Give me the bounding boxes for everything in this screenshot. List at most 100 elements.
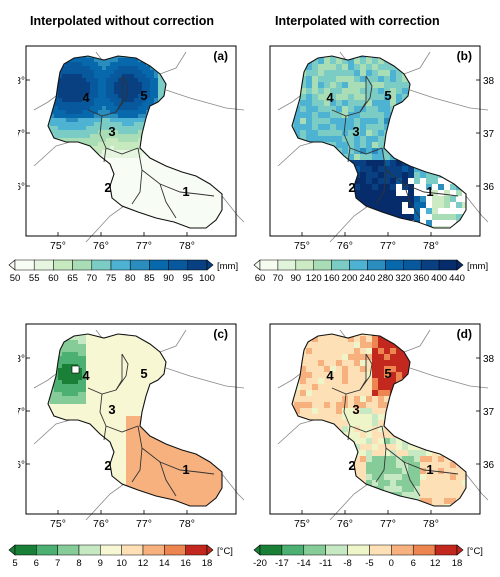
grid-cell	[142, 356, 147, 361]
grid-cell	[102, 380, 107, 385]
grid-cell	[78, 336, 83, 341]
grid-cell	[134, 114, 139, 119]
grid-cell	[318, 94, 325, 101]
grid-cell	[62, 376, 67, 381]
grid-cell	[38, 336, 43, 341]
grid-cell	[66, 56, 71, 59]
grid-cell	[146, 356, 151, 361]
grid-cell	[50, 214, 55, 219]
grid-cell	[154, 360, 159, 365]
grid-cell	[98, 162, 103, 167]
grid-cell	[48, 90, 51, 95]
grid-cell	[312, 76, 319, 83]
grid-cell	[450, 202, 457, 209]
grid-cell	[206, 348, 211, 353]
grid-cell	[154, 210, 159, 215]
grid-cell	[142, 70, 147, 75]
grid-cell	[146, 66, 151, 71]
grid-cell	[38, 146, 43, 151]
grid-cell	[198, 380, 203, 385]
grid-cell	[276, 178, 283, 185]
grid-cell	[190, 388, 195, 393]
grid-cell	[34, 324, 39, 329]
lat-tick-label: 36°	[18, 182, 25, 193]
grid-cell	[202, 392, 207, 397]
grid-cell	[330, 202, 337, 209]
grid-cell	[122, 190, 127, 195]
grid-cell	[210, 142, 215, 147]
grid-cell	[114, 404, 119, 409]
grid-cell	[138, 56, 143, 59]
grid-cell	[118, 82, 123, 87]
grid-cell	[198, 154, 203, 159]
grid-cell	[462, 172, 466, 179]
grid-cell	[150, 114, 155, 119]
grid-cell	[166, 134, 171, 139]
grid-cell	[206, 162, 211, 167]
grid-cell	[130, 388, 135, 393]
grid-cell	[154, 174, 159, 179]
grid-cell	[230, 146, 235, 151]
grid-cell	[70, 46, 75, 51]
grid-cell	[214, 138, 219, 143]
grid-cell	[66, 122, 71, 127]
grid-cell	[34, 388, 39, 393]
grid-cell	[182, 202, 187, 207]
sub-basin-boundary	[121, 75, 129, 99]
grid-cell	[292, 172, 295, 179]
grid-cell	[372, 136, 379, 143]
grid-cell	[456, 178, 463, 185]
grid-cell	[102, 372, 107, 377]
grid-cell	[50, 82, 55, 87]
grid-cell	[306, 112, 313, 119]
grid-cell	[194, 114, 199, 119]
grid-cell	[58, 356, 63, 361]
grid-cell	[198, 372, 203, 377]
grid-cell	[122, 214, 127, 219]
grid-cell	[198, 198, 203, 203]
grid-cell	[292, 94, 295, 101]
grid-cell	[218, 158, 222, 163]
grid-cell	[174, 352, 179, 357]
grid-cell	[194, 74, 199, 79]
grid-cell	[166, 154, 171, 159]
grid-cell	[438, 118, 445, 125]
grid-cell	[190, 134, 195, 139]
grid-cell	[444, 64, 451, 71]
grid-cell	[354, 178, 361, 185]
grid-cell	[414, 208, 421, 215]
grid-cell	[114, 118, 119, 123]
grid-cell	[70, 336, 75, 341]
grid-cell	[354, 148, 361, 155]
grid-cell	[342, 58, 349, 65]
grid-cell	[214, 74, 219, 79]
grid-cell	[86, 360, 91, 365]
grid-cell	[360, 124, 367, 131]
grid-cell	[194, 380, 199, 385]
grid-cell	[38, 90, 43, 95]
grid-cell	[226, 194, 231, 199]
grid-cell	[230, 62, 235, 67]
grid-cell	[34, 54, 39, 59]
grid-cell	[130, 324, 135, 329]
grid-cell	[30, 222, 35, 227]
grid-cell	[66, 368, 71, 373]
grid-cell	[214, 158, 219, 163]
grid-cell	[90, 178, 95, 183]
grid-cell	[42, 190, 47, 195]
grid-cell	[34, 86, 39, 91]
grid-cell	[26, 154, 31, 159]
grid-cell	[122, 170, 127, 175]
grid-cell	[86, 214, 91, 219]
grid-cell	[78, 198, 83, 203]
grid-cell	[30, 198, 35, 203]
grid-cell	[114, 190, 119, 195]
grid-cell	[182, 384, 187, 389]
grid-cell	[126, 90, 131, 95]
grid-cell	[142, 182, 147, 187]
grid-cell	[118, 146, 123, 151]
grid-cell	[396, 76, 403, 83]
grid-cell	[294, 226, 301, 228]
grid-cell	[294, 178, 301, 185]
grid-cell	[384, 226, 391, 228]
